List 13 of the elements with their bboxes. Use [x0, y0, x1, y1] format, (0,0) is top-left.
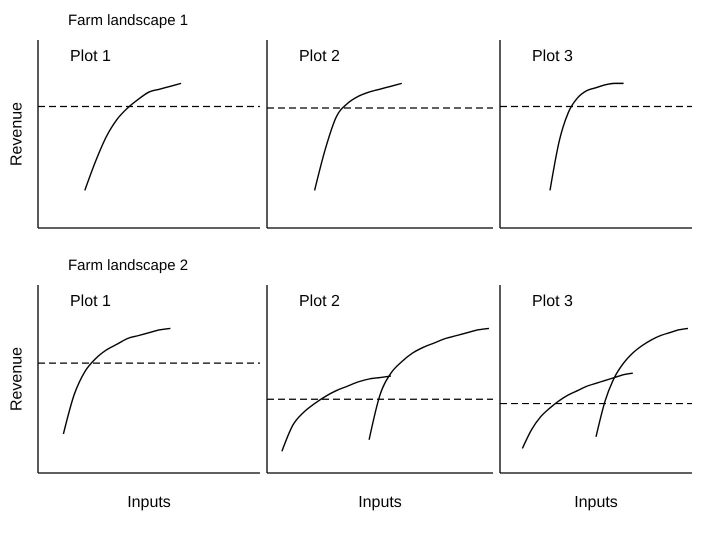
x-axis-title: Inputs	[574, 494, 618, 511]
chart-title: Plot 2	[299, 48, 340, 66]
y-axis-title: Revenue	[8, 102, 26, 166]
text: Farm landscape 2	[68, 257, 188, 274]
chart-title: Plot 3	[532, 293, 573, 311]
y-axis-title: Revenue	[8, 346, 26, 412]
chart-title: Plot 1	[70, 293, 111, 311]
chart-title: Plot 2	[299, 293, 340, 311]
x-axis-title: Inputs	[127, 494, 171, 511]
chart-title: Plot 3	[532, 48, 573, 66]
x-axis-title: Inputs	[358, 494, 402, 511]
text: Farm landscape 1	[68, 12, 188, 29]
chart-title: Plot 1	[70, 48, 111, 66]
